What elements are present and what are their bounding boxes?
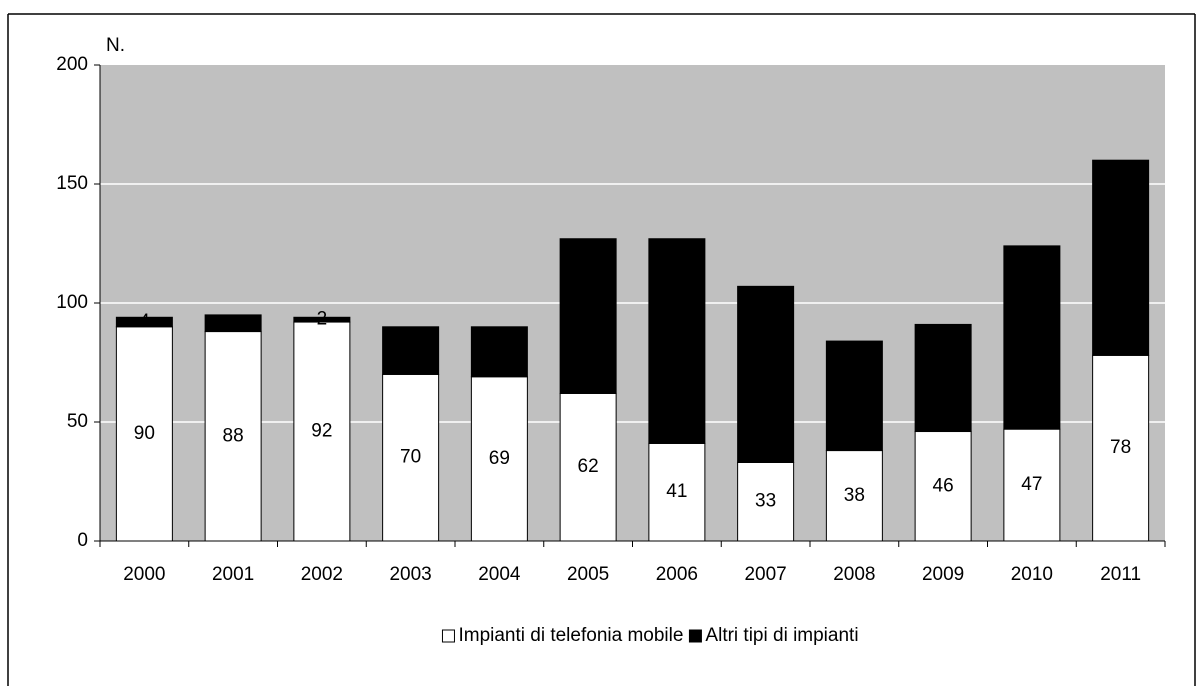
x-tick-label: 2004: [478, 564, 521, 585]
data-label: 62: [578, 456, 599, 477]
x-tick-label: 2009: [922, 564, 964, 585]
x-tick-label: 2001: [212, 564, 254, 585]
data-label: 46: [844, 385, 865, 406]
bar-segment: [293, 321, 351, 542]
data-label: 90: [134, 423, 155, 444]
data-label: 74: [755, 363, 777, 384]
bar-segment: [559, 392, 617, 542]
data-label: 2: [317, 309, 328, 330]
y-tick-label: 50: [67, 411, 88, 432]
y-tick-label: 100: [56, 292, 88, 313]
x-tick-label: 2006: [656, 564, 698, 585]
x-tick-label: 2008: [833, 564, 875, 585]
bar-segment: [1003, 245, 1061, 430]
bar-segment: [115, 316, 173, 328]
bar-segment: [470, 376, 528, 542]
legend-item: Altri tipi di impianti: [688, 625, 859, 646]
data-label: 82: [1110, 247, 1131, 268]
bar-segment: [825, 450, 883, 542]
data-label: 7: [228, 312, 239, 333]
data-label: 70: [400, 447, 421, 468]
legend-swatch: [441, 629, 455, 643]
x-tick-label: 2010: [1011, 564, 1053, 585]
bar-segment: [914, 431, 972, 542]
data-label: 77: [1021, 327, 1042, 348]
x-tick-label: 2003: [389, 564, 431, 585]
data-label: 47: [1021, 474, 1042, 495]
bar-segment: [382, 373, 440, 542]
data-label: 69: [489, 448, 510, 469]
x-tick-label: 2007: [744, 564, 786, 585]
bar-segment: [648, 238, 706, 444]
bar-segment: [737, 285, 795, 463]
data-label: 38: [844, 485, 865, 506]
data-label: 78: [1110, 437, 1131, 458]
x-tick-label: 2000: [123, 564, 165, 585]
y-tick-label: 200: [56, 54, 88, 75]
data-label: 4: [139, 311, 150, 332]
data-label: 45: [933, 367, 954, 388]
bar-segment: [559, 238, 617, 394]
legend-item: Impianti di telefonia mobile: [441, 625, 683, 646]
data-label: 65: [578, 305, 599, 326]
legend-swatch: [688, 629, 702, 643]
data-label: 86: [666, 330, 687, 351]
bar-segment: [648, 442, 706, 542]
bar-segment: [737, 461, 795, 542]
data-label: 21: [489, 341, 510, 362]
data-label: 46: [933, 475, 954, 496]
x-tick-label: 2005: [567, 564, 609, 585]
bar-segment: [382, 326, 440, 375]
legend-label: Impianti di telefonia mobile: [458, 625, 683, 646]
bar-segment: [204, 314, 262, 333]
data-label: 20: [400, 340, 421, 361]
bar-segment: [1092, 354, 1150, 542]
data-label: 92: [311, 421, 332, 442]
y-tick-label: 0: [77, 530, 88, 551]
bar-segment: [293, 316, 351, 323]
bar-segment: [825, 340, 883, 452]
bar-segment: [1092, 159, 1150, 356]
data-label: 41: [666, 481, 687, 502]
legend-label: Altri tipi di impianti: [705, 625, 858, 646]
data-label: 88: [223, 425, 244, 446]
y-axis-label: N.: [106, 35, 125, 56]
x-tick-label: 2002: [301, 564, 343, 585]
data-label: 33: [755, 491, 776, 512]
bar-segment: [1003, 428, 1061, 542]
bar-segment: [914, 323, 972, 433]
y-tick-label: 150: [56, 173, 88, 194]
bar-segment: [115, 326, 173, 542]
x-tick-label: 2011: [1100, 564, 1141, 585]
bar-segment: [470, 326, 528, 378]
